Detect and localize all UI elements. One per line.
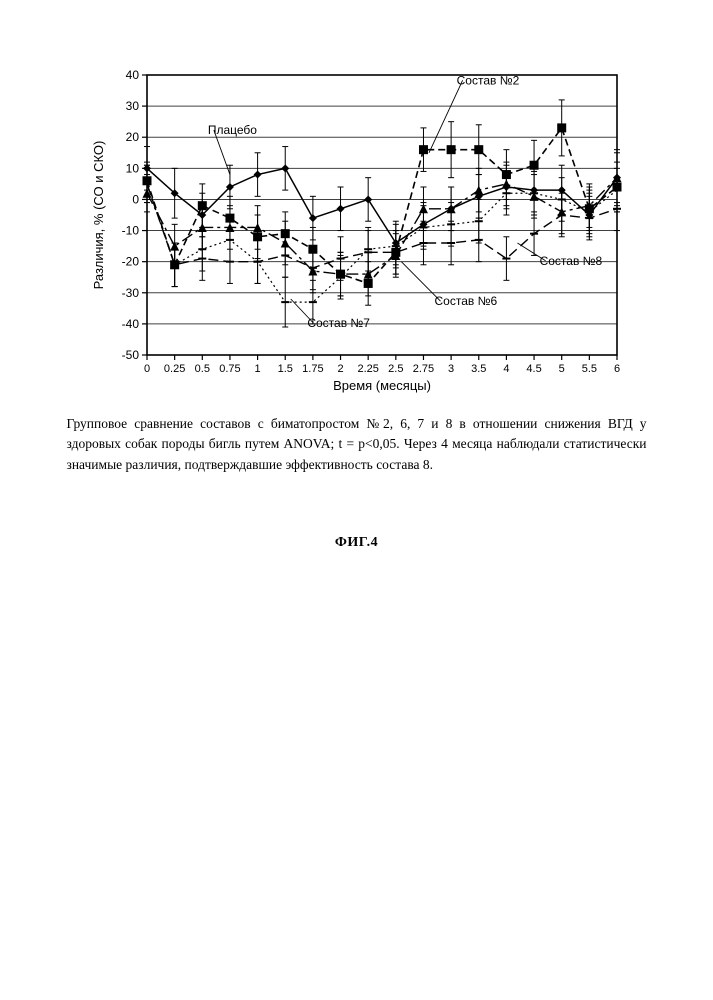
svg-text:4.5: 4.5 [526, 363, 541, 375]
svg-text:5: 5 [558, 363, 564, 375]
svg-text:Состав №6: Состав №6 [434, 294, 497, 308]
svg-text:5.5: 5.5 [581, 363, 596, 375]
svg-text:4: 4 [503, 363, 509, 375]
svg-text:0: 0 [132, 192, 139, 206]
svg-text:10: 10 [125, 161, 139, 175]
svg-text:0.75: 0.75 [219, 363, 240, 375]
figure-caption: Групповое сравнение составов с биматопро… [67, 414, 647, 475]
svg-text:Плацебо: Плацебо [207, 123, 256, 137]
svg-text:2.5: 2.5 [388, 363, 403, 375]
line-chart: -50 -40 -30 -20 -10 0 10 20 30 40 0 0.25 0.5 0.75 1 1.5… [77, 60, 637, 400]
svg-text:-10: -10 [121, 224, 139, 238]
svg-text:3.5: 3.5 [471, 363, 486, 375]
svg-text:3: 3 [448, 363, 454, 375]
svg-text:-40: -40 [121, 317, 139, 331]
svg-text:Состав №2: Состав №2 [456, 73, 519, 87]
page: -50 -40 -30 -20 -10 0 10 20 30 40 0 0.25 0.5 0.75 1 1.5… [0, 0, 713, 1000]
svg-text:-50: -50 [121, 348, 139, 362]
svg-text:0.25: 0.25 [163, 363, 184, 375]
svg-text:1.5: 1.5 [277, 363, 292, 375]
svg-text:-20: -20 [121, 255, 139, 269]
svg-text:Различия, % (СО и СКО): Различия, % (СО и СКО) [91, 141, 106, 290]
svg-text:0: 0 [143, 363, 149, 375]
svg-text:1.75: 1.75 [302, 363, 323, 375]
svg-text:20: 20 [125, 130, 139, 144]
svg-text:0.5: 0.5 [194, 363, 209, 375]
svg-text:Состав №8: Состав №8 [539, 254, 602, 268]
svg-text:30: 30 [125, 99, 139, 113]
figure-label: ФИГ.4 [40, 535, 673, 551]
svg-text:Время (месяцы): Время (месяцы) [333, 378, 431, 393]
svg-text:Состав №7: Состав №7 [307, 316, 370, 330]
svg-text:2.75: 2.75 [412, 363, 433, 375]
svg-text:2.25: 2.25 [357, 363, 378, 375]
svg-text:-30: -30 [121, 286, 139, 300]
svg-text:1: 1 [254, 363, 260, 375]
svg-text:6: 6 [613, 363, 619, 375]
svg-text:40: 40 [125, 68, 139, 82]
svg-text:2: 2 [337, 363, 343, 375]
chart-container: -50 -40 -30 -20 -10 0 10 20 30 40 0 0.25 0.5 0.75 1 1.5… [77, 60, 637, 400]
